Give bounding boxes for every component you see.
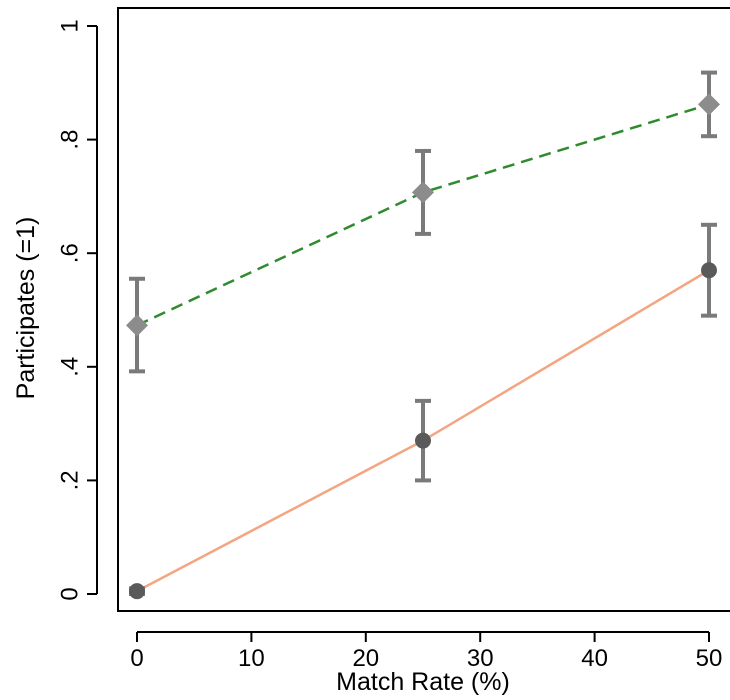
data-point bbox=[412, 181, 434, 204]
x-tick-label: 20 bbox=[352, 645, 379, 672]
series-layer bbox=[126, 70, 720, 600]
series-2 bbox=[126, 70, 720, 374]
x-tick-label: 30 bbox=[467, 645, 494, 672]
series-1 bbox=[129, 222, 717, 600]
plot-frame bbox=[117, 7, 730, 612]
y-tick-label: .2 bbox=[56, 470, 83, 490]
y-tick-label: .4 bbox=[56, 357, 83, 377]
data-point bbox=[129, 583, 145, 600]
x-tick-label: 0 bbox=[130, 645, 143, 672]
y-axis-title: Participates (=1) bbox=[12, 217, 40, 400]
x-tick-label: 50 bbox=[696, 645, 723, 672]
data-point bbox=[698, 93, 720, 116]
y-tick-label: .8 bbox=[56, 130, 83, 150]
x-axis-title: Match Rate (%) bbox=[336, 668, 510, 696]
data-point bbox=[126, 314, 148, 337]
y-tick-label: 1 bbox=[56, 19, 83, 32]
y-tick-label: 0 bbox=[56, 587, 83, 600]
data-point bbox=[415, 432, 431, 449]
x-tick-label: 40 bbox=[581, 645, 608, 672]
axes-layer: 0.2.4.6.810 10 20 30 40 50 bbox=[56, 19, 722, 672]
y-tick-label: .6 bbox=[56, 243, 83, 263]
data-point bbox=[701, 262, 717, 279]
x-tick-label: 10 bbox=[238, 645, 265, 672]
